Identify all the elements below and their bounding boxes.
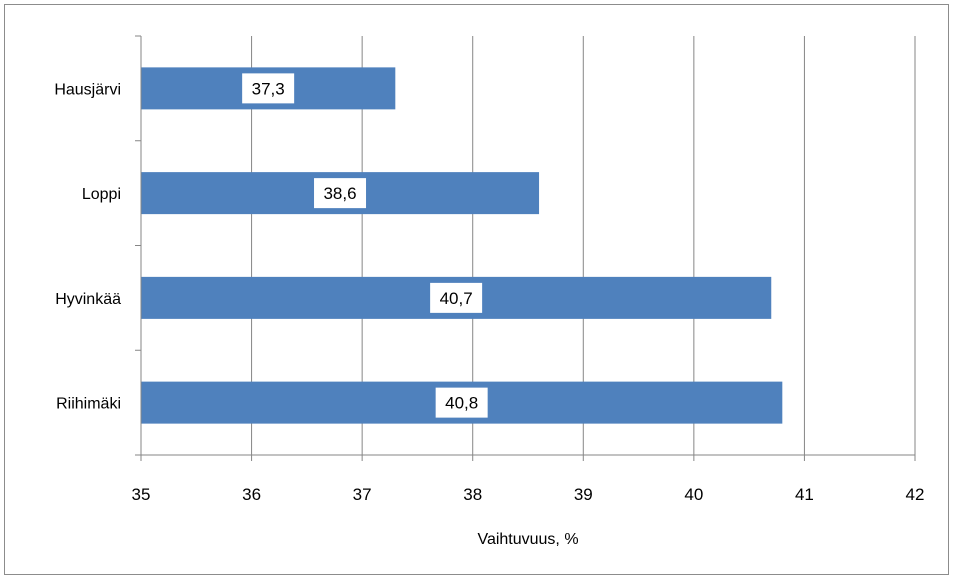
data-label-box bbox=[435, 387, 488, 418]
bars bbox=[141, 67, 783, 424]
x-tick-label: 40 bbox=[684, 485, 703, 504]
x-tick-label: 38 bbox=[463, 485, 482, 504]
axes bbox=[135, 35, 916, 461]
data-label: 37,3 bbox=[252, 79, 285, 98]
data-label-box bbox=[242, 73, 295, 104]
data-label: 38,6 bbox=[323, 184, 356, 203]
category-label: Riihimäki bbox=[56, 396, 121, 413]
x-tick-label: 39 bbox=[574, 485, 593, 504]
data-label-box bbox=[314, 178, 367, 209]
data-label-box bbox=[430, 282, 483, 313]
labels: 35 36 37 38 39 40 41 42 Hausjärvi 37,3 Loppi 38,6 Hy… bbox=[54, 73, 924, 504]
x-tick-label: 41 bbox=[795, 485, 814, 504]
x-tick-label: 37 bbox=[353, 485, 372, 504]
data-label: 40,8 bbox=[445, 394, 478, 413]
category-label: Hyvinkää bbox=[55, 291, 121, 308]
category-label: Loppi bbox=[82, 186, 121, 203]
x-tick-label: 36 bbox=[242, 485, 261, 504]
x-tick-label: 42 bbox=[906, 485, 925, 504]
x-axis-label: Vaihtuvuus, % bbox=[477, 531, 578, 548]
x-tick-label: 35 bbox=[132, 485, 151, 504]
data-label: 40,7 bbox=[440, 289, 473, 308]
category-label: Hausjärvi bbox=[54, 81, 121, 98]
